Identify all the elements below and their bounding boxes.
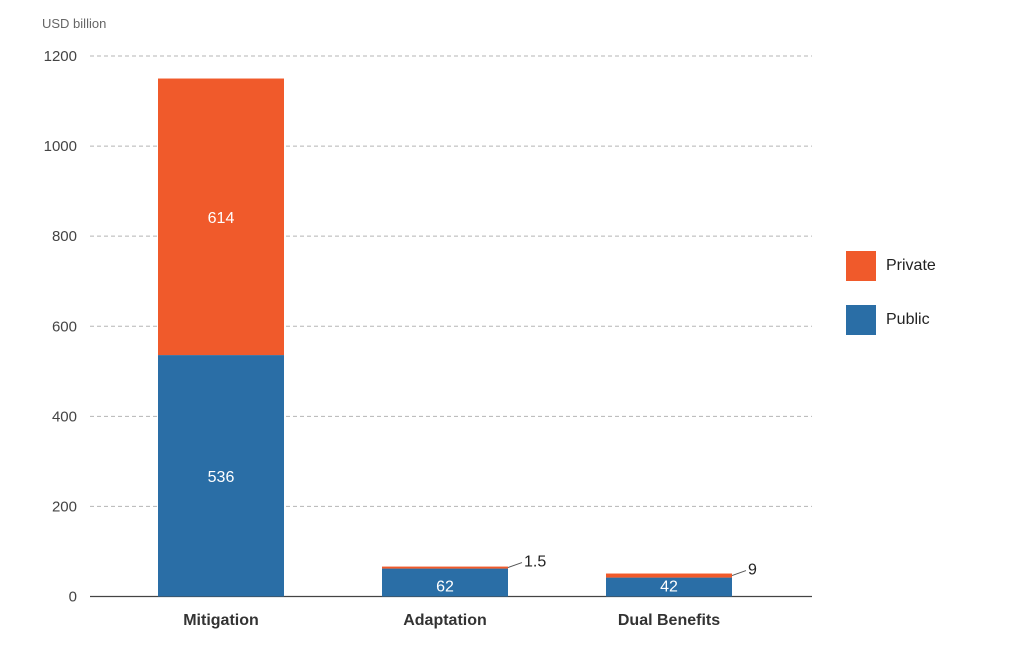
y-tick-label: 200 (52, 498, 77, 515)
data-label-public: 62 (436, 579, 454, 596)
data-label-leader (507, 562, 523, 569)
bar-private-adaptation (382, 566, 508, 569)
y-tick-label: 1000 (44, 138, 77, 155)
y-tick-label: 800 (52, 228, 77, 245)
y-axis-title: USD billion (42, 16, 106, 31)
y-tick-label: 600 (52, 318, 77, 335)
x-tick-label: Dual Benefits (618, 612, 720, 629)
legend-item-private: Private (846, 250, 936, 282)
data-label-public: 536 (208, 469, 235, 486)
x-axis-ticks: Mitigation Adaptation Dual Benefits (183, 612, 720, 629)
data-label-private: 614 (208, 210, 235, 227)
legend-label-public: Public (886, 311, 930, 328)
x-tick-label: Adaptation (403, 612, 487, 629)
x-tick-label: Mitigation (183, 612, 259, 629)
bar-private-dual-benefits (606, 573, 732, 578)
bar-private-mitigation (158, 78, 284, 356)
y-tick-label: 400 (52, 408, 77, 425)
bar-public-dual-benefits (606, 577, 732, 597)
legend-swatch-private (846, 251, 876, 281)
data-label-leader (731, 570, 747, 577)
data-label-public: 42 (660, 579, 678, 596)
data-label-private: 9 (748, 562, 757, 579)
legend: Private Public (846, 250, 936, 358)
y-tick-label: 0 (69, 589, 77, 606)
y-axis-ticks: 0 200 400 600 800 1000 1200 (44, 48, 77, 606)
y-tick-label: 1200 (44, 48, 77, 65)
bar-public-mitigation (158, 355, 284, 597)
legend-label-private: Private (886, 257, 936, 274)
bar-public-adaptation (382, 568, 508, 597)
legend-swatch-public (846, 305, 876, 335)
data-label-private: 1.5 (524, 554, 546, 571)
bars: 536 614 62 1.5 42 9 (158, 78, 757, 597)
legend-item-public: Public (846, 304, 936, 336)
